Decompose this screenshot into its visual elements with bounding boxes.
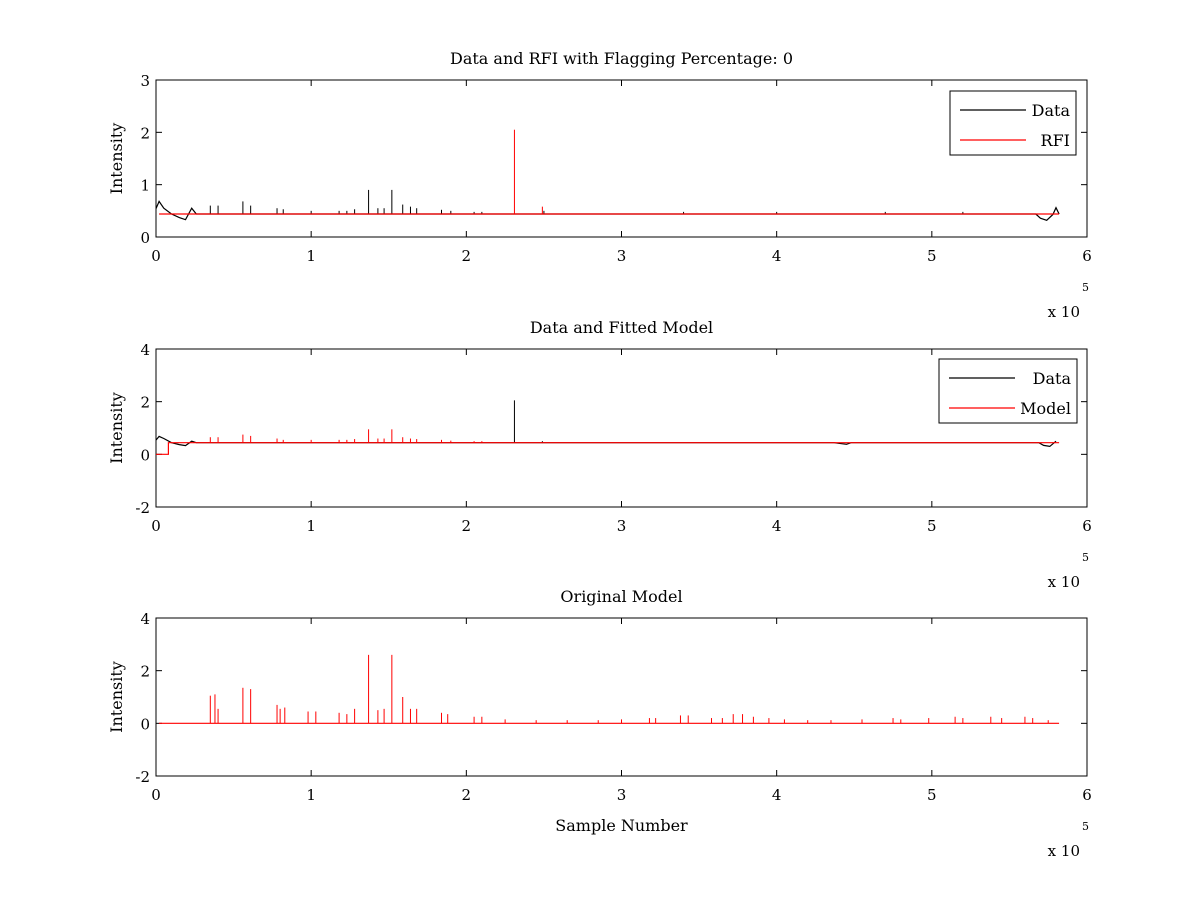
legend: Data RFI bbox=[949, 90, 1077, 156]
x-multiplier-exponent: 5 bbox=[1082, 551, 1089, 564]
x-tick-label: 5 bbox=[927, 517, 937, 535]
y-tick-label: 0 bbox=[140, 229, 150, 247]
legend-label-data: Data bbox=[1033, 369, 1072, 388]
legend-label-rfi: RFI bbox=[1041, 131, 1070, 150]
x-tick-label: 6 bbox=[1082, 517, 1092, 535]
x-tick-label: 0 bbox=[151, 247, 161, 265]
chart-title: Data and Fitted Model bbox=[530, 318, 713, 337]
legend-label-model: Model bbox=[1020, 399, 1071, 418]
x-multiplier-exponent: 5 bbox=[1082, 820, 1089, 833]
x-tick-label: 3 bbox=[617, 517, 627, 535]
x-tick-label: 4 bbox=[772, 247, 782, 265]
legend-box bbox=[949, 90, 1077, 156]
y-axis-label: Intensity bbox=[107, 661, 126, 733]
x-tick-label: 0 bbox=[151, 786, 161, 804]
x-tick-label: 4 bbox=[772, 517, 782, 535]
y-tick-label: 0 bbox=[140, 715, 150, 733]
legend-label-data: Data bbox=[1032, 101, 1071, 120]
series-path bbox=[156, 442, 1060, 455]
series-data-line bbox=[155, 189, 1060, 221]
y-tick-label: 0 bbox=[140, 446, 150, 464]
y-tick-label: 2 bbox=[140, 394, 150, 412]
x-tick-label: 4 bbox=[772, 786, 782, 804]
x-axis-label: Sample Number bbox=[555, 816, 688, 835]
series-rfi-line bbox=[159, 129, 1060, 215]
x-multiplier: x 10 bbox=[1048, 842, 1080, 860]
series-path bbox=[155, 200, 1060, 221]
x-tick-label: 6 bbox=[1082, 786, 1092, 804]
x-multiplier-exponent: 5 bbox=[1082, 281, 1089, 294]
y-axis-label: Intensity bbox=[107, 392, 126, 464]
x-tick-label: 5 bbox=[927, 247, 937, 265]
x-tick-label: 3 bbox=[617, 247, 627, 265]
y-tick-label: 1 bbox=[140, 177, 150, 195]
x-multiplier: x 10 bbox=[1048, 303, 1080, 321]
y-tick-label: 4 bbox=[140, 610, 150, 628]
y-tick-label: 4 bbox=[140, 341, 150, 359]
chart-title: Data and RFI with Flagging Percentage: 0 bbox=[450, 49, 793, 68]
chart-title: Original Model bbox=[560, 587, 682, 606]
legend: Data Model bbox=[938, 358, 1078, 424]
x-tick-label: 1 bbox=[306, 247, 316, 265]
x-tick-label: 5 bbox=[927, 786, 937, 804]
x-tick-label: 2 bbox=[462, 247, 472, 265]
y-tick-label: -2 bbox=[135, 499, 150, 517]
y-tick-label: 3 bbox=[140, 72, 150, 90]
legend-box bbox=[938, 358, 1078, 424]
x-multiplier: x 10 bbox=[1048, 573, 1080, 591]
series-model-line bbox=[159, 654, 1060, 724]
y-tick-label: -2 bbox=[135, 768, 150, 786]
y-tick-label: 2 bbox=[140, 663, 150, 681]
subplot-1: 0 1 2 3 4 5 6 0 1 2 3 Data and RFI with Flagging Pe… bbox=[107, 49, 1092, 321]
x-tick-label: 1 bbox=[306, 517, 316, 535]
series-model-line bbox=[156, 429, 1060, 455]
x-tick-label: 2 bbox=[462, 786, 472, 804]
x-tick-label: 3 bbox=[617, 786, 627, 804]
x-tick-label: 6 bbox=[1082, 247, 1092, 265]
x-tick-label: 1 bbox=[306, 786, 316, 804]
x-tick-label: 2 bbox=[462, 517, 472, 535]
y-tick-label: 2 bbox=[140, 124, 150, 142]
y-axis-label: Intensity bbox=[107, 123, 126, 195]
x-tick-label: 0 bbox=[151, 517, 161, 535]
